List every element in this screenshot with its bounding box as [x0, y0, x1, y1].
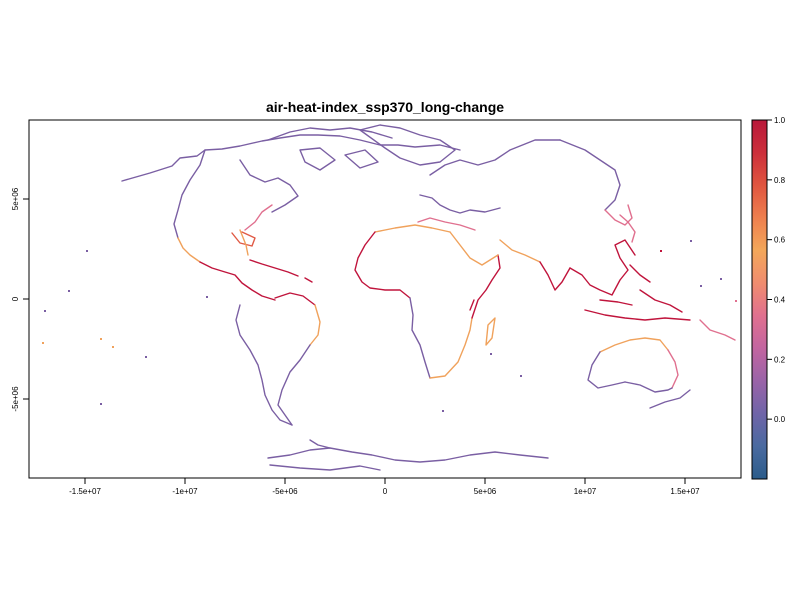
coastline-new-zealand	[649, 389, 691, 409]
coastline-canada-islands	[267, 127, 393, 171]
coastline-india	[539, 261, 571, 291]
coastline-madagascar	[485, 317, 496, 346]
colorbar-tick-label: 1.0	[774, 116, 786, 125]
island-marker	[720, 278, 722, 280]
coastline-australia-west	[587, 351, 626, 389]
colorbar-tick-label: 0.2	[774, 355, 786, 364]
y-tick-label: 5e+06	[11, 187, 20, 210]
coastline-mediterranean	[417, 217, 476, 231]
island-marker	[86, 250, 88, 252]
island-marker	[100, 403, 102, 405]
coastline-africa-south	[429, 317, 473, 379]
coastline-south-america-east	[309, 304, 321, 346]
island-marker	[660, 250, 662, 252]
coastline-central-america	[199, 261, 276, 301]
x-tick-label: -5e+06	[272, 487, 298, 496]
island-marker	[44, 310, 46, 312]
island-marker	[442, 410, 444, 412]
coastline-antarctica	[267, 447, 549, 471]
coastline-east-asia	[604, 204, 633, 226]
colorbar-tick-label: 0.6	[774, 236, 786, 245]
coastline-baja	[177, 237, 201, 263]
coastline-japan	[619, 214, 636, 243]
island-marker	[735, 300, 737, 302]
coastline-europe	[419, 139, 561, 214]
x-tick-label: -1e+07	[172, 487, 198, 496]
colorbar-tick-label: 0.4	[774, 296, 786, 305]
coastline-north-america-arctic	[121, 134, 461, 182]
coastline-florida	[239, 229, 249, 256]
island-marker	[145, 356, 147, 358]
island-dots	[42, 240, 737, 412]
coastline-south-america-north	[274, 292, 316, 306]
island-marker	[690, 240, 692, 242]
coastline-australia-south	[624, 381, 673, 393]
coastline-north-america-west	[173, 149, 206, 239]
coastline-asia-north	[559, 139, 621, 211]
coastline-indonesia	[584, 264, 691, 321]
coastline-pacific-islands	[699, 319, 736, 341]
y-axis: 5e+06 0 -5e+06	[11, 187, 30, 412]
colorbar-tick-label: 0.0	[774, 415, 786, 424]
x-tick-label: 5e+06	[474, 487, 497, 496]
map-title: air-heat-index_ssp370_long-change	[265, 99, 505, 115]
coastline-australia-east	[667, 349, 679, 389]
coastline-greenland	[359, 124, 456, 166]
island-marker	[100, 338, 102, 340]
coastline-red-sea	[449, 231, 499, 266]
island-marker	[520, 375, 522, 377]
coastline-africa-west	[354, 231, 411, 299]
colorbar-gradient	[751, 119, 768, 480]
y-tick-label: 0	[11, 296, 20, 301]
coastline-africa-east	[469, 254, 501, 319]
island-marker	[700, 285, 702, 287]
island-marker	[490, 353, 492, 355]
y-tick-label: -5e+06	[11, 386, 20, 412]
x-axis: -1.5e+07 -1e+07 -5e+06 0 5e+06 1e+07 1.5e+07	[69, 477, 700, 496]
x-tick-label: 1e+07	[574, 487, 597, 496]
island-marker	[206, 296, 208, 298]
coastline-south-america-southeast	[277, 344, 311, 426]
island-marker	[42, 342, 44, 344]
coastline-south-america-west	[235, 304, 293, 426]
coastline-arabia	[499, 239, 541, 263]
coastline-north-america-east	[239, 159, 299, 213]
coastline-southeast-asia	[569, 239, 636, 296]
x-tick-label: -1.5e+07	[69, 487, 101, 496]
coastline-caribbean	[249, 259, 313, 283]
coastline-us-east	[244, 204, 273, 231]
island-marker	[68, 290, 70, 292]
coastline-africa-north	[374, 224, 451, 233]
coastline-gulf	[231, 231, 256, 247]
coastline-layer	[121, 124, 736, 471]
coastline-antarctic-peninsula	[309, 439, 331, 449]
x-tick-label: 0	[383, 487, 388, 496]
colorbar-tick-label: 0.8	[774, 176, 786, 185]
coastline-australia-north	[599, 337, 669, 353]
coastline-africa-southwest	[409, 297, 431, 379]
x-tick-label: 1.5e+07	[670, 487, 700, 496]
island-marker	[112, 346, 114, 348]
colorbar-ticks: 1.0 0.8 0.6 0.4 0.2 0.0	[767, 116, 786, 424]
